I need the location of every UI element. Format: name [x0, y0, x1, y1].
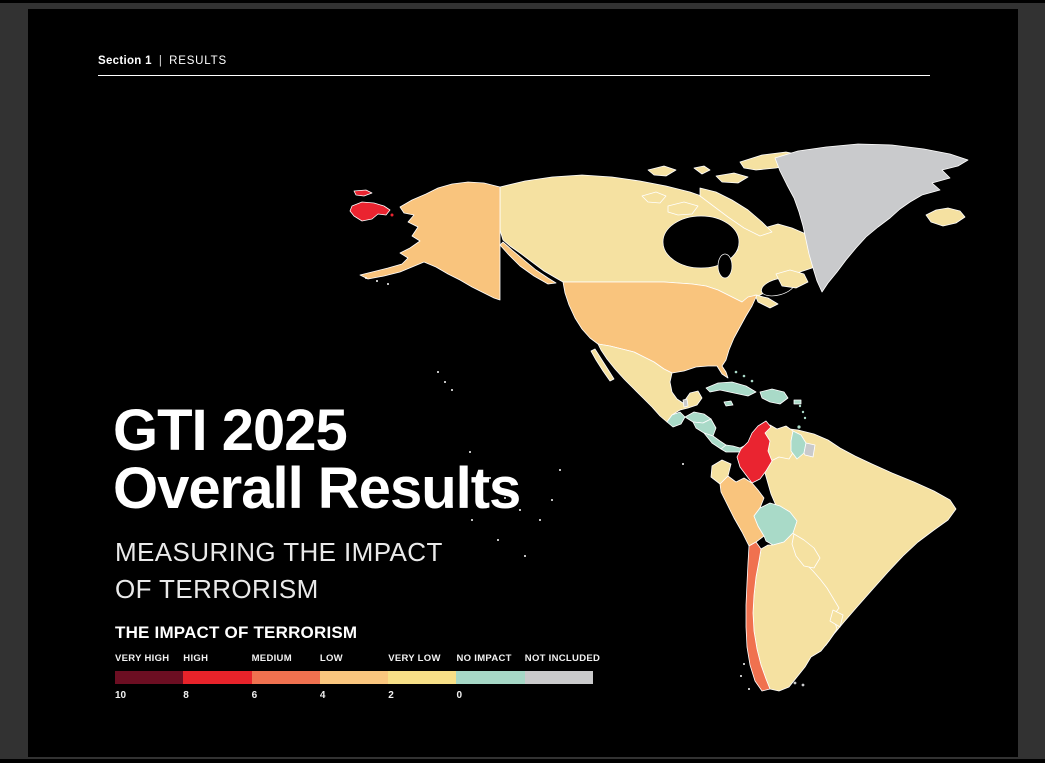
legend-swatch — [319, 671, 389, 684]
legend-tick — [525, 690, 593, 701]
legend-item: VERY LOW 2 — [388, 653, 457, 701]
section-divider: | — [158, 55, 163, 67]
legend-item: HIGH 8 — [183, 653, 252, 701]
country-suriname — [803, 442, 816, 458]
legend-swatch — [251, 671, 320, 684]
legend-tick: 0 — [456, 690, 463, 701]
country-trinidad — [797, 425, 801, 429]
country-usa-alaska — [359, 181, 501, 301]
legend-tick: 2 — [388, 690, 394, 701]
legend-item: VERY HIGH 10 — [115, 653, 184, 701]
page-title-line1: GTI 2025 — [113, 398, 348, 463]
legend-label: VERY LOW — [388, 653, 441, 664]
country-cuba — [705, 381, 757, 397]
legend-tick: 6 — [251, 690, 258, 701]
lesser-antilles-island — [803, 416, 807, 420]
page-subtitle-line1: MEASURING THE IMPACT — [115, 537, 443, 567]
legend-item: MEDIUM 6 — [251, 653, 320, 701]
country-russia-chukotka — [353, 189, 373, 197]
country-uruguay — [829, 609, 844, 628]
country-usa-alaska-panhandle — [499, 241, 557, 285]
legend-swatch — [388, 671, 457, 684]
legend-tick: 4 — [319, 690, 326, 701]
section-header: Section 1 | RESULTS — [98, 55, 227, 67]
legend-swatch — [183, 671, 252, 684]
legend-label: LOW — [319, 653, 343, 664]
country-russia-chukotka — [349, 201, 391, 222]
james-bay — [717, 253, 733, 279]
arctic-island — [647, 165, 677, 177]
country-russia-chukotka — [390, 213, 394, 217]
page-subtitle-line2: OF TERRORISM — [115, 574, 319, 604]
legend-item: NOT INCLUDED — [524, 653, 601, 701]
arctic-island — [699, 187, 773, 237]
legend-label: HIGH — [183, 653, 209, 664]
country-mexico-baja — [590, 348, 615, 382]
legend-swatch — [115, 671, 184, 684]
country-hispaniola — [759, 388, 789, 405]
arctic-island — [693, 165, 711, 175]
country-greenland — [774, 143, 969, 293]
country-guyana — [790, 430, 807, 460]
small-island-specks — [365, 277, 750, 690]
arctic-island — [667, 201, 699, 216]
page-subtitle: MEASURING THE IMPACT OF TERRORISM — [115, 534, 443, 608]
legend-label: VERY HIGH — [115, 653, 170, 664]
lesser-antilles-island — [798, 404, 802, 408]
legend-title: THE IMPACT OF TERRORISM — [115, 623, 358, 642]
legend-label: NO IMPACT — [456, 653, 512, 664]
page-title-line2: Overall Results — [113, 456, 521, 521]
falkland-island — [793, 681, 797, 685]
country-puerto-rico — [793, 399, 802, 405]
bahamas-island — [742, 374, 746, 378]
arctic-island — [641, 191, 667, 204]
newfoundland-island — [775, 269, 809, 289]
country-colombia — [736, 420, 773, 484]
legend-label: NOT INCLUDED — [524, 653, 601, 664]
country-mexico — [597, 343, 703, 423]
country-jamaica — [723, 400, 734, 407]
legend-swatch — [524, 671, 594, 684]
page-title: GTI 2025 Overall Results — [113, 398, 521, 521]
bahamas-island — [750, 379, 754, 383]
section-title: RESULTS — [169, 55, 227, 67]
legend-tick: 8 — [183, 690, 189, 701]
header-rule — [98, 75, 930, 76]
lesser-antilles-island — [801, 410, 805, 414]
country-chile — [745, 541, 771, 692]
legend-tick: 10 — [115, 690, 127, 701]
falkland-island — [801, 683, 805, 687]
bahamas-island — [734, 370, 738, 374]
legend-item: NO IMPACT 0 — [456, 653, 525, 701]
hudson-bay — [662, 215, 740, 269]
country-belize — [682, 398, 689, 408]
report-page — [28, 9, 1018, 757]
country-iceland — [925, 207, 966, 227]
arctic-island — [715, 172, 749, 184]
nova-scotia — [754, 294, 779, 309]
country-paraguay — [791, 533, 821, 569]
impact-legend: VERY HIGH 10 HIGH 8 MEDIUM 6 LOW 4 VERY … — [115, 653, 601, 701]
country-nicaragua — [692, 418, 717, 437]
legend-swatch — [456, 671, 525, 684]
legend-label: MEDIUM — [251, 653, 292, 664]
legend-item: LOW 4 — [319, 653, 389, 701]
section-label: Section 1 — [98, 55, 152, 67]
